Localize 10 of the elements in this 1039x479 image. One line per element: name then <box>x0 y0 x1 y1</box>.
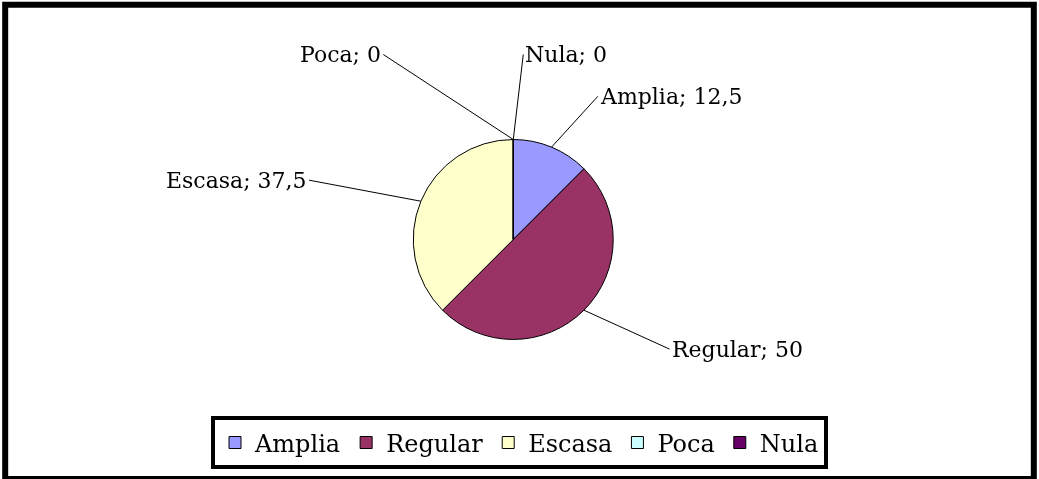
legend-label: Poca <box>657 429 715 458</box>
legend-label: Nula <box>759 429 819 458</box>
legend-label: Amplia <box>254 429 341 458</box>
data-label: Regular; 50 <box>672 337 803 362</box>
text: Poca; 0 <box>300 42 381 67</box>
data-label: Amplia; 12,5 <box>600 84 743 109</box>
text: Nula; 0 <box>525 42 607 67</box>
data-label: Escasa; 37,5 <box>166 168 307 193</box>
legend-label: Escasa <box>528 429 613 458</box>
legend-label: Regular <box>386 429 484 458</box>
